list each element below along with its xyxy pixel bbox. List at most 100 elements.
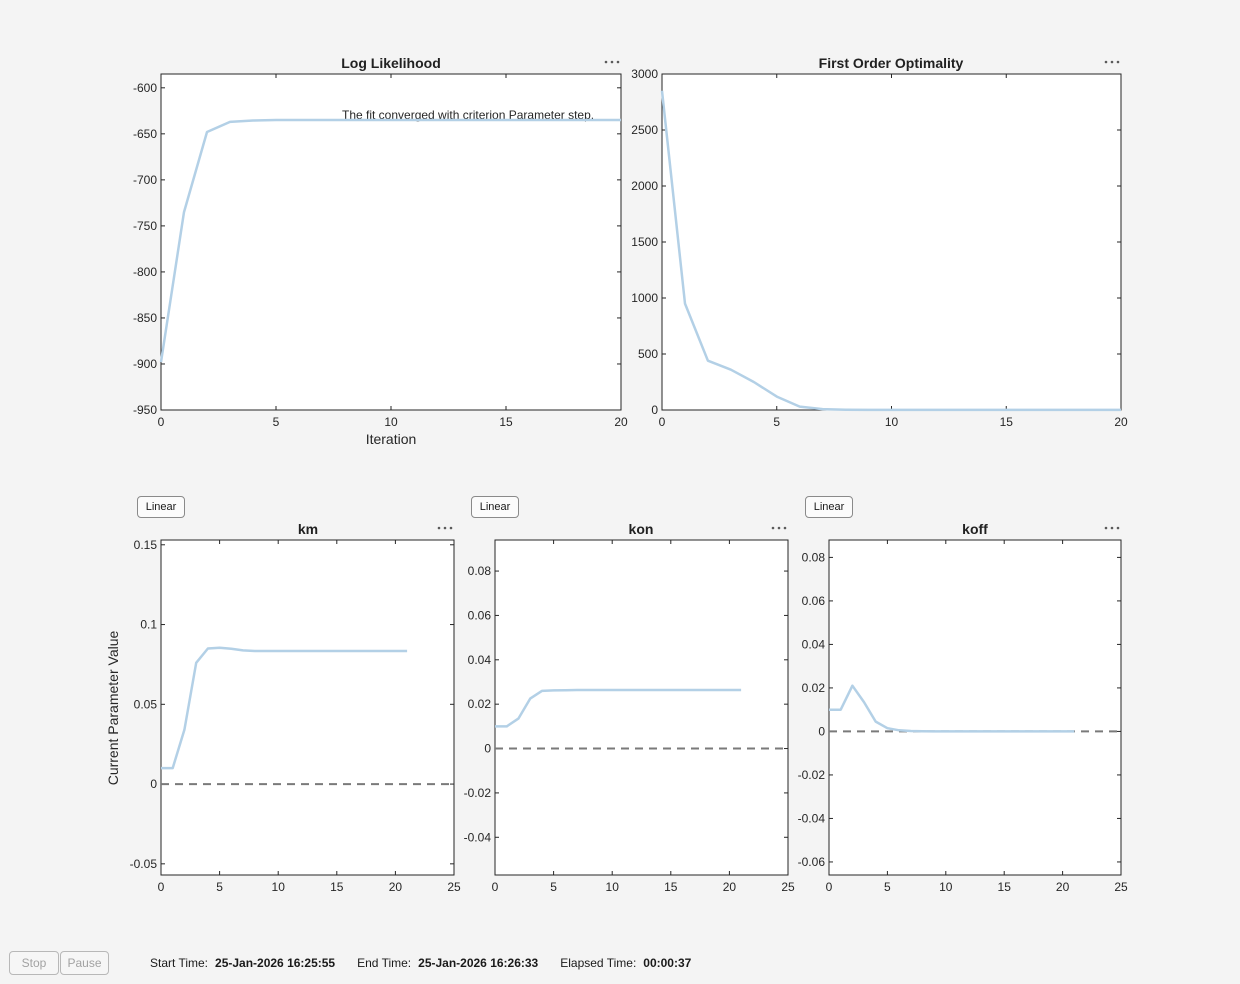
chart-marks: 0 5 10 15 20 -950 -900 -850 -800 -750 -700 -650 -600… [130,67,1128,894]
km-xtick-label: 0 [158,880,165,894]
koff-title: koff [962,521,988,537]
kon-ytick-label: 0.06 [468,608,492,622]
km-series-line [161,646,408,770]
kon-xtick-label: 25 [781,880,795,894]
optim-title: First Order Optimality [819,55,964,71]
km-xtick-label: 25 [447,880,461,894]
km-xtick-label: 15 [330,880,344,894]
loglik-xtick-label: 10 [384,415,398,429]
loglik-ytick-label: -750 [133,219,157,233]
kon-ytick-label: -0.02 [464,786,492,800]
kon-series-line [495,688,742,728]
loglik-xlabel: Iteration [366,431,417,447]
optim-ytick-label: 500 [638,347,658,361]
km-ytick-label: 0.1 [140,618,157,632]
koff-xtick-label: 10 [939,880,953,894]
km-ylabel: Current Parameter Value [105,630,121,785]
stop-button[interactable]: Stop [9,951,59,975]
optim-ytick-label: 1000 [631,291,658,305]
loglik-plot-area [160,73,622,411]
optim-xtick-label: 15 [1000,415,1014,429]
optim-ytick-label: 2000 [631,179,658,193]
koff-plot-area [828,539,1122,876]
elapsed-time-value: 00:00:37 [643,956,692,970]
loglik-xtick-label: 15 [499,415,513,429]
km-linear-button[interactable]: Linear [137,496,185,518]
km-menu-icon[interactable] [437,526,453,530]
loglik-ytick-label: -900 [133,357,157,371]
kon-ytick-label: -0.04 [464,830,492,844]
optim-xtick-label: 0 [659,415,666,429]
loglik-ytick-label: -650 [133,127,157,141]
kon-linear-button[interactable]: Linear [471,496,519,518]
elapsed-time-label: Elapsed Time: [560,956,637,970]
kon-title: kon [629,521,654,537]
km-ytick-label: 0.05 [134,697,158,711]
km-xtick-label: 5 [216,880,223,894]
km-ytick-label: 0.15 [134,538,158,552]
optim-xtick-label: 20 [1114,415,1128,429]
loglik-xtick-label: 5 [273,415,280,429]
optim-ytick-label: 2500 [631,123,658,137]
km-plot-area [160,539,455,876]
optim-plot-area [661,73,1122,411]
optim-ytick-label: 3000 [631,67,658,81]
loglik-series-line [159,118,621,363]
kon-menu-icon[interactable] [771,526,787,530]
koff-ytick-label: 0.02 [802,681,826,695]
kon-ytick-label: 0.02 [468,697,492,711]
kon-xtick-label: 15 [664,880,678,894]
koff-series-line [829,684,1075,733]
optim-menu-icon[interactable] [1104,60,1120,64]
kon-ytick-label: 0.08 [468,564,492,578]
loglik-xtick-label: 0 [158,415,165,429]
koff-ytick-label: 0 [818,724,825,738]
koff-xtick-label: 15 [998,880,1012,894]
start-time-value: 25-Jan-2026 16:25:55 [215,956,336,970]
pause-button[interactable]: Pause [60,951,109,975]
loglik-ytick-label: -800 [133,265,157,279]
koff-ytick-label: -0.04 [798,811,826,825]
kon-ytick-label: 0.04 [468,653,492,667]
koff-linear-button[interactable]: Linear [805,496,853,518]
km-xtick-label: 10 [272,880,286,894]
loglik-menu-icon[interactable] [604,60,620,64]
optim-ytick-label: 0 [651,403,658,417]
koff-xtick-label: 25 [1114,880,1128,894]
loglik-ytick-label: -850 [133,311,157,325]
koff-ytick-label: -0.06 [798,855,826,869]
kon-xtick-label: 10 [606,880,620,894]
end-time-label: End Time: [357,956,412,970]
optim-xtick-label: 10 [885,415,899,429]
km-ytick-label: -0.05 [130,857,158,871]
koff-ytick-label: 0.04 [802,637,826,651]
loglik-ytick-label: -600 [133,81,157,95]
koff-ytick-label: -0.02 [798,768,826,782]
optim-series-line [660,90,1121,412]
km-title: km [298,521,318,537]
end-time-value: 25-Jan-2026 16:26:33 [418,956,539,970]
koff-ytick-label: 0.08 [802,550,826,564]
koff-xtick-label: 20 [1056,880,1070,894]
koff-xtick-label: 0 [826,880,833,894]
start-time-label: Start Time: [150,956,209,970]
optim-ytick-label: 1500 [631,235,658,249]
kon-xtick-label: 0 [492,880,499,894]
koff-ytick-label: 0.06 [802,594,826,608]
loglik-xtick-label: 20 [614,415,628,429]
kon-plot-area [494,539,789,876]
kon-ytick-label: 0 [484,742,491,756]
loglik-ytick-label: -700 [133,173,157,187]
loglik-annotation: The fit converged with criterion Paramet… [342,108,594,122]
kon-xtick-label: 5 [550,880,557,894]
loglik-title: Log Likelihood [341,55,441,71]
optim-xtick-label: 5 [773,415,780,429]
kon-xtick-label: 20 [723,880,737,894]
koff-xtick-label: 5 [884,880,891,894]
koff-menu-icon[interactable] [1104,526,1120,530]
status-bar: Start Time: 25-Jan-2026 16:25:55 End Tim… [150,954,691,972]
km-xtick-label: 20 [389,880,403,894]
km-ytick-label: 0 [150,777,157,791]
